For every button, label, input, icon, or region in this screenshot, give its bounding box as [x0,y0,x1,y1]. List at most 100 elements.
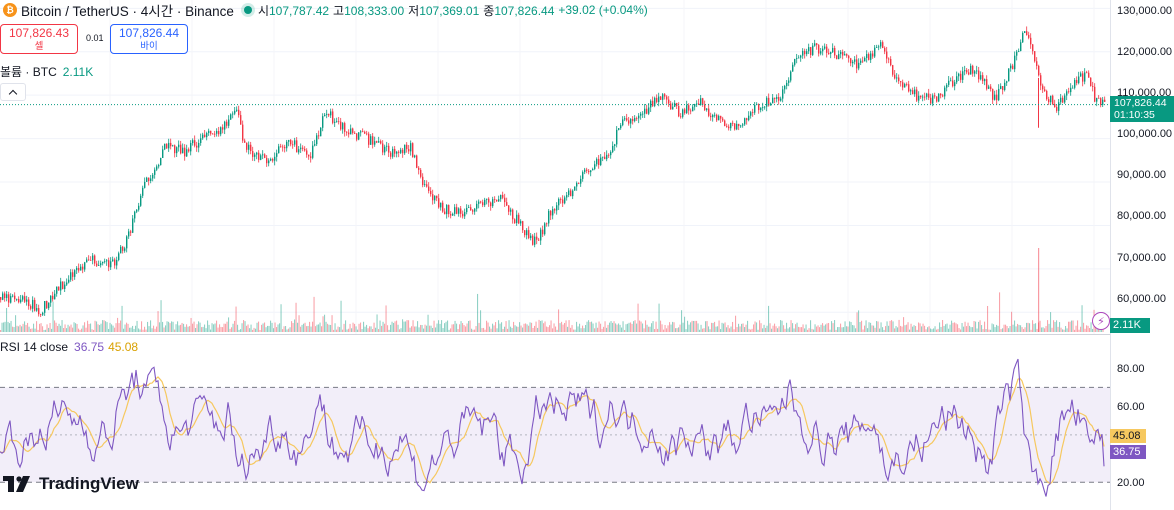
volume-bar [472,329,474,332]
candle-body [872,53,874,57]
candle-body [972,65,974,74]
candle-body [154,169,156,175]
volume-bar [195,327,197,332]
volume-bar [436,323,438,332]
volume-bar [892,321,894,332]
volume-bar [874,327,876,332]
candle-body [846,54,848,56]
candle-body [236,109,238,111]
candle-body [302,147,304,149]
volume-bar [570,327,572,332]
candle-body [664,94,666,97]
volume-bar [433,320,435,332]
candle-body [1010,65,1012,69]
volume-bar [390,324,392,332]
volume-bar [199,322,201,332]
volume-bar [1075,325,1077,332]
candle-body [640,113,642,116]
candle-body [668,99,670,104]
candle-body [988,86,990,89]
volume-bar [996,324,998,332]
volume-bar [552,328,554,332]
candle-body [32,299,34,309]
volume-bar [426,325,428,332]
price-scale[interactable]: 130,000.00 120,000.00 100,000.00 90,000.… [1110,0,1174,510]
candle-body [564,197,566,204]
candle-body [928,93,930,98]
volume-bar [328,324,330,332]
candle-body [986,79,988,89]
market-open-dot-icon [243,6,252,14]
pane-separator[interactable] [0,334,1174,335]
candle-body [622,119,624,126]
volume-bar [523,323,525,332]
candle-body [414,155,416,158]
candle-body [56,286,58,294]
rsi-chart[interactable] [0,336,1110,510]
candle-body [6,294,8,299]
volume-bar [1056,320,1058,332]
candle-body [598,158,600,165]
volume-bar [144,326,146,332]
volume-bar [762,328,764,332]
volume-bar [334,323,336,332]
lightning-icon[interactable]: ⚡ [1092,312,1110,330]
volume-bar [829,329,831,332]
candle-body [1046,90,1048,100]
candle-body [954,82,956,87]
tradingview-logo[interactable]: TradingView [3,474,139,494]
candle-body [66,282,68,285]
rsi-legend[interactable]: RSI 14 close 36.75 45.08 [0,340,138,354]
candle-body [334,121,336,123]
collapse-legend-button[interactable] [0,83,26,101]
candle-body [744,118,746,125]
candle-body [542,229,544,235]
candle-body [442,202,444,212]
price-tick: 80,000.00 [1117,210,1166,222]
buy-button[interactable]: 107,826.44 바이 [110,24,188,54]
candle-body [346,131,348,133]
volume-bar [921,326,923,332]
candle-body [502,194,504,198]
volume-bar [696,320,698,332]
volume-bar [55,322,57,332]
candle-body [412,143,414,158]
volume-bar [1071,320,1073,332]
candle-body [1054,103,1056,108]
volume-bar [121,305,123,332]
candle-body [134,211,136,219]
volume-bar [289,327,291,332]
candle-body [1002,86,1004,90]
candle-body [298,149,300,153]
volume-bar [549,325,551,332]
volume-bar [423,328,425,332]
volume-bar [406,320,408,332]
volume-bar [336,329,338,332]
candle-body [204,134,206,138]
candle-body [1048,99,1050,103]
volume-bar [1080,326,1082,332]
candle-body [474,208,476,212]
volume-bar [583,328,585,332]
sell-button[interactable]: 107,826.43 셀 [0,24,78,54]
candle-body [20,299,22,303]
volume-bar [562,324,564,332]
volume-bar [1042,327,1044,332]
candle-body [750,112,752,116]
volume-bar [40,323,42,332]
candle-body [266,157,268,164]
candle-body [1026,31,1028,35]
candle-body [294,140,296,145]
volume-bar [319,322,321,332]
candle-body [734,123,736,130]
volume-bar [0,329,2,332]
candle-body [232,113,234,115]
symbol-title[interactable]: Bitcoin / TetherUS · 4시간 · Binance [21,4,234,19]
volume-bar [228,317,230,332]
volume-legend[interactable]: 볼륨 · BTC 2.11K [0,63,93,80]
rsi-label: RSI 14 close [0,340,69,354]
price-chart[interactable] [0,0,1110,334]
volume-bar [21,326,23,332]
chart-area[interactable] [0,0,1110,510]
volume-bar [1029,323,1031,332]
